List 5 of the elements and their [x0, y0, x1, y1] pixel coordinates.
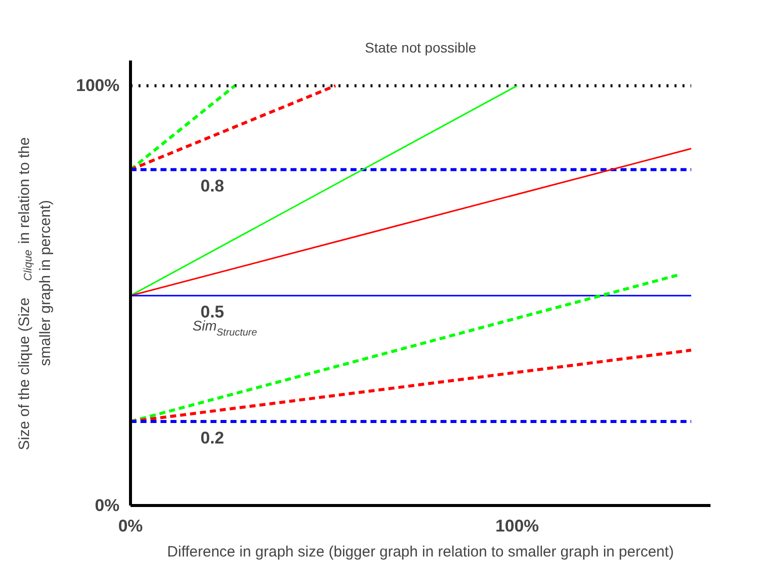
annotation: 0.8 — [200, 176, 224, 196]
x-axis-title: Difference in graph size (bigger graph in relation to smaller graph in percent) — [167, 544, 674, 560]
annotation: 0.5 — [200, 302, 224, 322]
annotation: 0.2 — [200, 428, 224, 448]
text: State not possible — [364, 40, 476, 56]
